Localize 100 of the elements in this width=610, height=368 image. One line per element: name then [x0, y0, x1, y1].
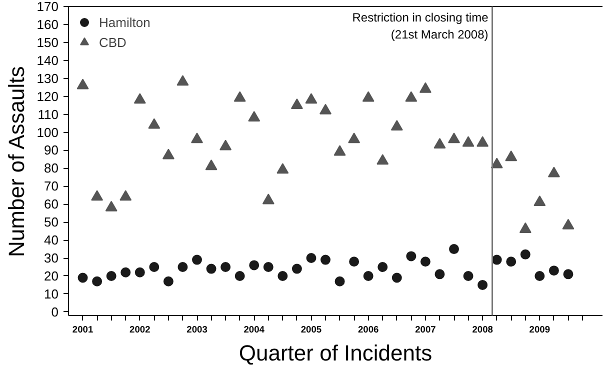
y-tick-label: 100 — [36, 124, 59, 140]
point — [78, 272, 88, 283]
point — [492, 254, 502, 265]
y-tick-label: 20 — [44, 268, 59, 284]
point — [134, 267, 145, 278]
point — [478, 280, 488, 290]
point — [548, 166, 560, 178]
point — [306, 253, 316, 264]
point — [334, 145, 346, 156]
ref-line-label: Restriction in closing time (21st March 2008) — [352, 10, 489, 42]
point — [363, 270, 374, 281]
x-tick-label: 2007 — [415, 324, 436, 334]
point — [476, 136, 489, 147]
point — [120, 267, 131, 278]
point — [449, 244, 460, 254]
x-tick-label: 2001 — [72, 324, 94, 334]
point — [392, 272, 402, 283]
point — [534, 195, 546, 206]
y-axis-title: Number of Assaults — [4, 66, 29, 257]
point — [562, 218, 574, 230]
point — [462, 136, 474, 147]
y-tick-label: 110 — [38, 106, 59, 122]
y-tick-label: 30 — [44, 250, 59, 266]
point — [234, 270, 245, 281]
point — [148, 118, 160, 129]
y-tick-label: 80 — [44, 160, 59, 176]
y-tick-label: 0 — [51, 304, 59, 320]
point — [519, 222, 532, 233]
point — [320, 254, 331, 265]
point — [249, 260, 260, 270]
point — [91, 190, 104, 201]
x-tick-label: 2002 — [130, 324, 150, 334]
point — [305, 93, 318, 104]
point — [376, 154, 389, 165]
point — [490, 158, 503, 168]
point — [405, 91, 418, 102]
point — [378, 262, 388, 272]
point — [76, 78, 89, 90]
point — [348, 132, 360, 144]
point — [248, 111, 260, 122]
point — [349, 256, 360, 267]
point — [220, 140, 232, 150]
point — [420, 256, 430, 267]
y-tick-label: 120 — [36, 88, 59, 104]
x-tick-label: 2009 — [529, 324, 550, 334]
point — [390, 120, 403, 131]
point — [290, 98, 303, 109]
x-axis-title: Quarter of Incidents — [238, 340, 432, 366]
point — [520, 249, 530, 260]
point — [149, 262, 160, 272]
legend-label: Hamilton — [99, 14, 150, 30]
legend-label: CBD — [99, 34, 126, 50]
point — [262, 194, 274, 204]
y-tick-label: 90 — [44, 142, 59, 158]
point — [320, 104, 332, 114]
point — [192, 254, 202, 265]
point — [134, 93, 146, 104]
point — [220, 262, 231, 272]
point — [406, 251, 416, 262]
point — [120, 190, 132, 201]
point — [505, 150, 518, 162]
point — [362, 91, 374, 102]
point — [206, 264, 216, 274]
point — [178, 262, 188, 272]
y-tick-label: 140 — [36, 52, 59, 68]
point — [563, 269, 574, 280]
x-tick-label: 2003 — [186, 324, 208, 334]
y-tick-label: 70 — [44, 178, 59, 194]
point — [162, 148, 174, 160]
point — [278, 270, 288, 281]
point — [534, 270, 545, 281]
point — [434, 269, 445, 280]
point — [234, 91, 246, 102]
y-tick-label: 50 — [44, 214, 59, 230]
point — [292, 264, 302, 274]
point — [263, 262, 274, 272]
y-tick-label: 160 — [36, 16, 59, 32]
point — [463, 270, 474, 281]
point — [92, 276, 102, 286]
x-tick-label: 2005 — [300, 324, 322, 334]
point — [334, 276, 345, 286]
y-tick-label: 40 — [44, 232, 59, 248]
x-tick-label: 2004 — [244, 324, 266, 334]
point — [105, 200, 118, 212]
y-tick-label: 130 — [36, 70, 59, 86]
y-tick-label: 170 — [36, 0, 59, 14]
x-tick-label: 2006 — [358, 324, 379, 334]
point — [506, 256, 516, 267]
point — [205, 160, 218, 170]
point — [163, 276, 174, 286]
y-tick-label: 150 — [36, 34, 59, 50]
y-tick-label: 10 — [44, 286, 59, 302]
x-tick-label: 2008 — [472, 324, 493, 334]
point — [419, 82, 432, 93]
y-tick-label: 60 — [44, 196, 59, 212]
point — [191, 132, 204, 144]
point — [276, 163, 289, 174]
point — [434, 138, 446, 149]
point — [106, 270, 116, 281]
point — [548, 266, 559, 276]
